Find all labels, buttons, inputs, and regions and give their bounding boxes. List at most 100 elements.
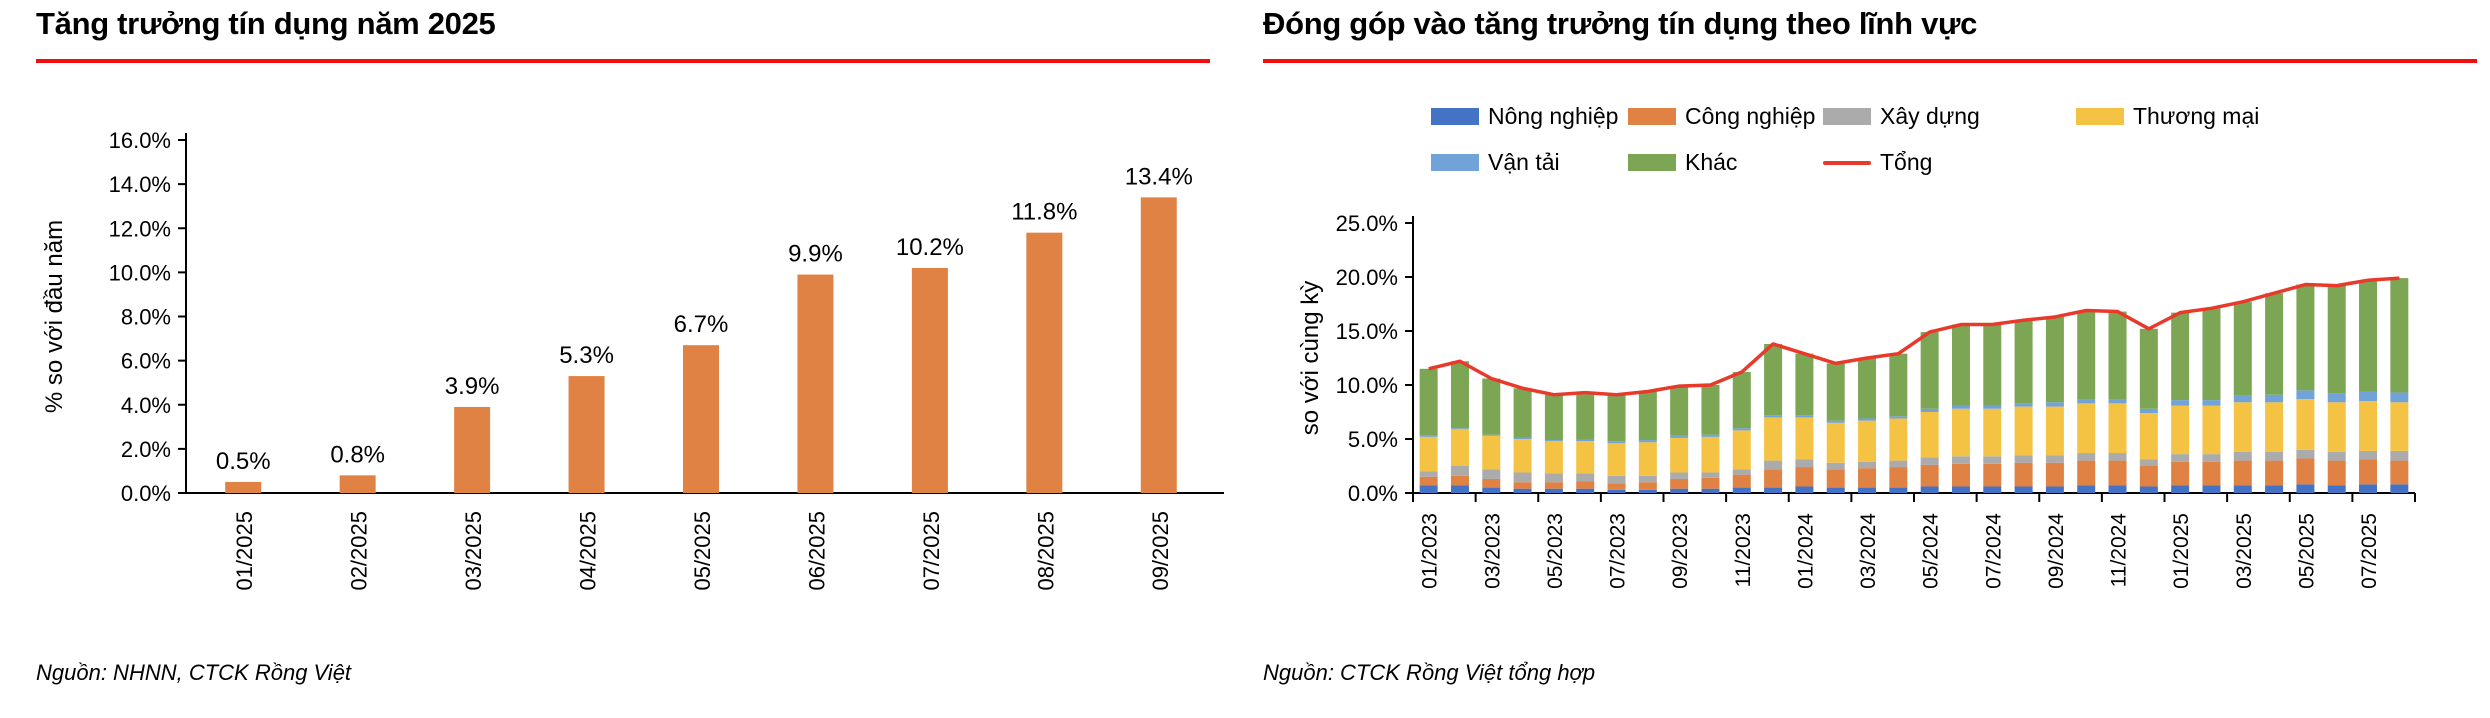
x-tick-label: 01/2025 (232, 511, 257, 591)
x-tick-label: 03/2024 (1857, 513, 1880, 589)
left-source-note: Nguồn: NHNN, CTCK Rồng Việt (36, 660, 352, 685)
stacked-bar-segment (1764, 487, 1783, 493)
stacked-bar-segment (1576, 481, 1595, 489)
stacked-bar-segment (1951, 324, 1970, 406)
value-label: 3.9% (445, 373, 500, 400)
stacked-bar-segment (2390, 392, 2409, 403)
y-tick-label: 0.0% (1348, 481, 1398, 506)
stacked-bar-segment (2233, 460, 2252, 486)
stacked-bar-segment (2014, 406, 2033, 456)
stacked-bar-segment (1482, 487, 1501, 493)
x-tick-label: 09/2025 (1148, 511, 1173, 591)
x-tick-label: 01/2025 (2170, 513, 2193, 589)
stacked-bar-segment (1826, 462, 1845, 470)
stacked-bar-segment (2014, 403, 2033, 407)
stacked-bar-segment (1826, 420, 1845, 423)
stacked-bar-segment (1889, 418, 1908, 461)
stacked-bar-segment (2327, 485, 2346, 493)
stacked-bar-segment (1638, 391, 1657, 441)
legend-label: Tổng (1880, 149, 1933, 175)
stacked-bar-segment (1638, 482, 1657, 490)
stacked-bar-segment (2045, 486, 2064, 493)
stacked-bar-segment (1732, 487, 1751, 493)
stacked-bar-segment (1419, 368, 1438, 436)
value-label: 13.4% (1125, 163, 1193, 190)
x-tick-label: 05/2025 (2295, 513, 2318, 589)
stacked-bar-segment (2045, 316, 2064, 403)
stacked-bar-segment (1920, 464, 1939, 487)
stacked-bar-segment (1701, 436, 1720, 473)
stacked-bar-segment (1983, 486, 2002, 493)
stacked-bar-segment (2265, 460, 2284, 486)
stacked-bar-segment (1889, 460, 1908, 468)
stacked-bar-segment (1889, 467, 1908, 488)
y-tick-label: 14.0% (109, 172, 171, 197)
stacked-bar-segment (1858, 358, 1877, 419)
stacked-bar-segment (1701, 477, 1720, 489)
stacked-bar-segment (2359, 280, 2378, 392)
stacked-bar-segment (2265, 293, 2284, 395)
stacked-bar-segment (1795, 417, 1814, 460)
stacked-bar-segment (1983, 324, 2002, 406)
stacked-bar-segment (1858, 418, 1877, 421)
stacked-bar-segment (2077, 485, 2096, 493)
stacked-bar-segment (2202, 454, 2221, 462)
sector-contribution-panel: Đóng góp vào tăng trưởng tín dụng theo l… (1245, 0, 2490, 718)
khac-swatch (1628, 154, 1676, 171)
stacked-bar-segment (2359, 450, 2378, 460)
stacked-bar-segment (1764, 343, 1783, 416)
stacked-bar-segment (2359, 391, 2378, 402)
stacked-bar-segment (1607, 483, 1626, 490)
stacked-bar-segment (1450, 485, 1469, 493)
x-tick-label: 05/2025 (690, 511, 715, 591)
y-tick-label: 5.0% (1348, 427, 1398, 452)
value-label: 10.2% (896, 234, 964, 261)
stacked-bar-segment (1670, 386, 1689, 436)
stacked-bar-segment (1701, 434, 1720, 437)
stacked-bar-segment (2327, 285, 2346, 394)
stacked-bar-segment (1920, 332, 1939, 409)
legend-label: Xây dựng (1880, 103, 1980, 129)
value-label: 9.9% (788, 241, 843, 268)
stacked-bar-segment (1419, 435, 1438, 437)
stacked-bar-segment (1701, 385, 1720, 435)
cong-nghiep-swatch (1628, 108, 1676, 125)
stacked-bar-segment (1450, 428, 1469, 430)
value-label: 6.7% (674, 311, 729, 338)
stacked-bar-segment (2327, 460, 2346, 486)
x-tick-label: 09/2023 (1669, 513, 1692, 589)
stacked-bar-segment (1544, 441, 1563, 474)
legend-label: Vận tải (1488, 149, 1560, 175)
stacked-bar-segment (2296, 390, 2315, 400)
stacked-bar-segment (1607, 443, 1626, 476)
stacked-bar-segment (1795, 459, 1814, 468)
legend-label: Thương mại (2133, 103, 2260, 129)
stacked-bar-segment (1544, 482, 1563, 489)
x-tick-label: 02/2025 (347, 511, 372, 591)
value-label: 5.3% (559, 342, 614, 369)
stacked-bar-segment (1670, 478, 1689, 489)
stacked-bar-segment (1419, 476, 1438, 486)
stacked-bar-segment (1983, 405, 2002, 409)
stacked-bar-segment (1513, 437, 1532, 439)
legend-item-cong-nghiep: Công nghiệp (1628, 103, 1823, 130)
stacked-bar-segment (1513, 482, 1532, 489)
stacked-bar-segment (1732, 430, 1751, 470)
stacked-bar-segment (2265, 394, 2284, 403)
stacked-bar-segment (1544, 488, 1563, 493)
stacked-bar-segment (1419, 485, 1438, 493)
stacked-bar-segment (1826, 422, 1845, 463)
stacked-bar-segment (1670, 435, 1689, 438)
stacked-bar-segment (1607, 441, 1626, 444)
stacked-bar-segment (2296, 449, 2315, 459)
bar (568, 376, 605, 493)
stacked-bar-segment (1544, 473, 1563, 483)
stacked-bar-segment (2171, 400, 2190, 406)
y-tick-label: 8.0% (121, 305, 171, 330)
y-tick-label: 0.0% (121, 481, 171, 506)
stacked-bar-segment (2171, 312, 2190, 401)
stacked-bar-segment (2108, 311, 2127, 400)
bar (911, 267, 948, 493)
stacked-bar-segment (2171, 405, 2190, 455)
stacked-bar-segment (1889, 353, 1908, 417)
